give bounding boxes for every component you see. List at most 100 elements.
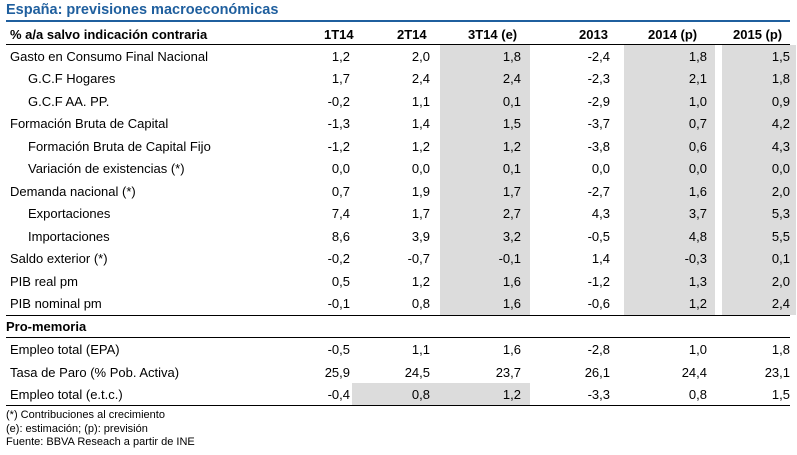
table-cell: 4,3 xyxy=(771,138,790,154)
footnote-contributions: (*) Contribuciones al crecimiento xyxy=(6,409,165,421)
table-title: España: previsiones macroeconómicas xyxy=(6,2,279,18)
table-cell: -0,2 xyxy=(327,93,350,109)
header-col-3: 3T14 (e) xyxy=(468,27,518,42)
table-cell: 0,9 xyxy=(771,93,790,109)
forecast-shade xyxy=(440,67,530,90)
table-cell: 1,5 xyxy=(502,116,521,131)
header-col-5: 2014 (p) xyxy=(648,27,698,42)
forecast-shade xyxy=(722,134,796,157)
table-cell: 0,6 xyxy=(688,138,707,154)
table-cell: 1,8 xyxy=(688,48,707,64)
table-cell: 1,6 xyxy=(502,342,521,357)
section-rule-bottom xyxy=(6,337,790,338)
table-cell: 4,3 xyxy=(591,206,610,221)
table-cell: 2,0 xyxy=(771,273,790,289)
table-cell: 5,5 xyxy=(771,228,790,244)
table-cell: 3,9 xyxy=(411,228,430,244)
header-col-6: 2015 (p) xyxy=(733,27,783,42)
table-cell: 0,0 xyxy=(411,161,430,176)
table-row: Exportaciones 7,4 1,7 2,7 4,3 3,7 5,3 xyxy=(6,202,796,225)
table-cell: 23,1 xyxy=(764,364,790,380)
table-cell: 0,0 xyxy=(331,161,350,176)
row-label: Tasa de Paro (% Pob. Activa) xyxy=(10,364,180,380)
table-cell: 1,7 xyxy=(331,71,350,86)
table-cell: -0,5 xyxy=(327,342,350,357)
forecast-shade xyxy=(440,202,530,225)
footnotes: (*) Contribuciones al crecimiento (e): e… xyxy=(6,409,195,450)
forecast-shade xyxy=(722,247,796,270)
row-label: G.C.F Hogares xyxy=(28,71,116,86)
forecast-shade xyxy=(624,134,715,157)
forecast-shade xyxy=(440,179,530,202)
forecast-shade xyxy=(440,292,530,315)
row-label: Empleo total (e.t.c.) xyxy=(10,387,123,402)
table-row: G.C.F AA. PP. -0,2 1,1 0,1 -2,9 1,0 0,9 xyxy=(6,89,796,112)
table-header: % a/a salvo indicación contraria 1T14 2T… xyxy=(6,24,790,46)
forecast-shade xyxy=(440,269,530,292)
forecast-shade xyxy=(440,157,530,180)
table-cell: 23,7 xyxy=(495,364,521,380)
table-cell: 1,2 xyxy=(688,296,707,311)
row-label: Gasto en Consumo Final Nacional xyxy=(10,48,208,64)
table-cell: 3,7 xyxy=(688,206,707,221)
table-cell: 2,0 xyxy=(411,48,430,64)
table-cell: 4,8 xyxy=(688,228,707,244)
footnote-legend: (e): estimación; (p): previsión xyxy=(6,422,148,435)
table-cell: 0,8 xyxy=(411,387,430,402)
table-cell: 0,0 xyxy=(771,161,790,176)
table-cell: -0,4 xyxy=(327,387,350,402)
table-cell: 1,2 xyxy=(502,138,521,154)
forecast-shade xyxy=(624,67,715,90)
forecast-shade xyxy=(722,269,796,292)
table-cell: 1,7 xyxy=(411,206,430,221)
forecast-shade xyxy=(722,157,796,180)
forecast-shade xyxy=(722,202,796,225)
table-cell: -1,2 xyxy=(587,273,610,289)
forecast-shade xyxy=(722,179,796,202)
table-cell: 24,5 xyxy=(404,364,430,380)
table-cell: 0,1 xyxy=(502,93,521,109)
table-cell: 0,0 xyxy=(591,161,610,176)
footnote-source: Fuente: BBVA Reseach a partir de INE xyxy=(6,436,195,448)
forecast-shade xyxy=(722,224,796,247)
table-cell: 0,0 xyxy=(688,161,707,176)
table-cell: 1,6 xyxy=(502,273,521,289)
row-label: Variación de existencias (*) xyxy=(28,161,185,176)
table-cell: 2,4 xyxy=(502,71,521,86)
row-label: Empleo total (EPA) xyxy=(10,342,120,357)
row-label: Formación Bruta de Capital xyxy=(10,116,169,131)
row-label: PIB real pm xyxy=(10,273,78,289)
table-cell: -0,5 xyxy=(587,228,610,244)
table-cell: -3,8 xyxy=(587,138,610,154)
forecast-shade xyxy=(722,112,796,135)
section-rule-top xyxy=(6,315,790,316)
table-bottom-rule xyxy=(6,405,790,406)
table-cell: -2,8 xyxy=(587,342,610,357)
forecast-shade xyxy=(624,247,715,270)
table-cell: -0,7 xyxy=(407,251,430,266)
forecast-shade xyxy=(440,44,530,67)
table-cell: 2,0 xyxy=(771,183,790,199)
title-rule xyxy=(6,20,790,22)
table-row: Saldo exterior (*) -0,2 -0,7 -0,1 1,4 -0,3 0,1 xyxy=(6,247,796,270)
table-row: PIB real pm 0,5 1,2 1,6 -1,2 1,3 2,0 xyxy=(6,269,796,292)
forecast-shade xyxy=(440,134,530,157)
table-row: Formación Bruta de Capital -1,3 1,4 1,5 -3,7… xyxy=(6,112,796,135)
table-cell: 0,1 xyxy=(502,161,521,176)
table-row: Formación Bruta de Capital Fijo -1,2 1,2 1,… xyxy=(6,134,796,157)
table-cell: 1,5 xyxy=(771,48,790,64)
forecast-shade xyxy=(624,202,715,225)
table-cell: 0,8 xyxy=(688,387,707,402)
forecast-shade xyxy=(624,292,715,315)
table-cell: -3,3 xyxy=(587,387,610,402)
row-label: G.C.F AA. PP. xyxy=(28,93,110,109)
table-cell: 25,9 xyxy=(324,364,350,380)
table-cell: 0,7 xyxy=(331,183,350,199)
table-cell: 1,4 xyxy=(411,116,430,131)
table-cell: 1,1 xyxy=(411,93,430,109)
table-cell: 1,0 xyxy=(688,342,707,357)
table-cell: -2,7 xyxy=(587,183,610,199)
table-cell: 2,4 xyxy=(411,71,430,86)
table-cell: -0,3 xyxy=(684,251,707,266)
table-cell: -0,1 xyxy=(327,296,350,311)
